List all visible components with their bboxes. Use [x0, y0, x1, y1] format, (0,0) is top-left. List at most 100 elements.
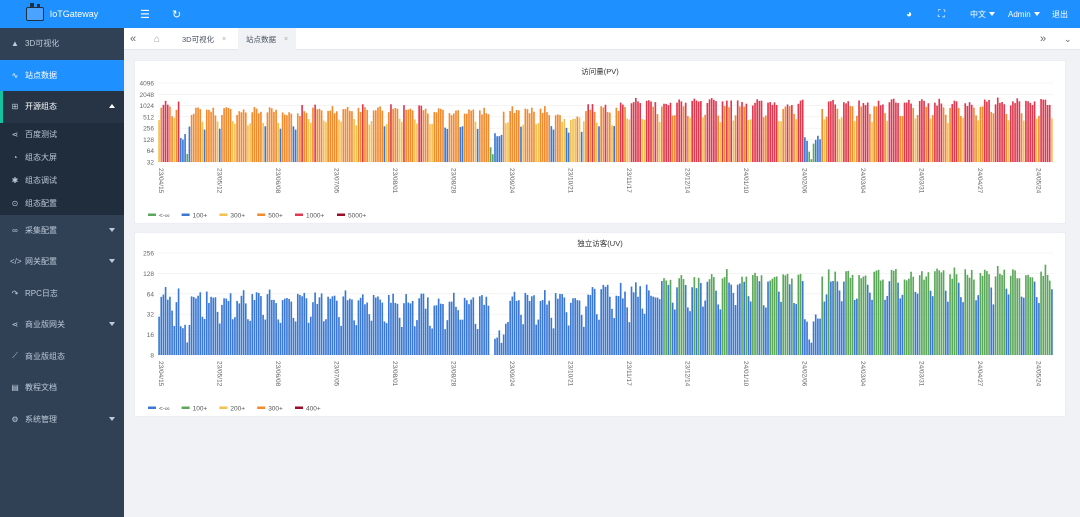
close-icon[interactable]: × [222, 35, 227, 43]
legend-label[interactable]: 5000+ [348, 213, 366, 220]
bar [851, 106, 854, 162]
legend-label[interactable]: 200+ [230, 406, 245, 413]
logout-button[interactable]: 退出 [1052, 0, 1068, 28]
bar [732, 292, 735, 355]
bar [552, 328, 555, 355]
uv-chart-card: 独立访客(UV) 8 16 32 64 128 256 23/04/15 23/05/12 23… [134, 232, 1066, 417]
scroll-left-icon[interactable]: « [130, 33, 137, 45]
bar [938, 98, 941, 162]
bar [793, 113, 795, 162]
sidebar-item-docs[interactable]: ▤ 教程文档 [0, 372, 124, 404]
bar [853, 299, 856, 355]
home-icon[interactable]: ⌂ [154, 33, 161, 45]
sidebar-item-3d[interactable]: ▲ 3D可视化 [0, 28, 124, 60]
bar [983, 269, 986, 355]
submenu-item-big-screen[interactable]: ◔ 组态大屏 [0, 146, 124, 169]
bar [236, 114, 238, 162]
tab-label: 3D可视化 [182, 34, 215, 44]
bar [331, 296, 334, 355]
x-tick-label: 23/12/14 [684, 168, 691, 194]
bar [431, 123, 433, 162]
bar [242, 290, 245, 355]
bar [968, 102, 971, 162]
bar [572, 298, 574, 355]
legend-label[interactable]: 1000+ [306, 213, 324, 220]
legend-label[interactable]: 300+ [230, 213, 245, 220]
tab-3d[interactable]: 3D可视化 × [174, 28, 234, 50]
bar [784, 106, 787, 162]
bar [687, 307, 689, 355]
legend-label[interactable]: 100+ [193, 406, 208, 413]
sidebar-item-commercial-gateway[interactable]: ⋖ 商业版网关 [0, 309, 124, 341]
legend-label[interactable]: <-∞ [159, 406, 170, 413]
bar [914, 118, 917, 162]
bar [474, 121, 477, 162]
bar [645, 100, 648, 162]
bar [970, 269, 973, 355]
bar [706, 281, 709, 355]
bar [721, 101, 724, 162]
bar [609, 296, 611, 355]
bar [1007, 120, 1010, 162]
bar [208, 302, 210, 355]
sidebar-item-site-data[interactable]: ∿ 站点数据 [0, 59, 124, 91]
bar [942, 270, 945, 355]
legend-label[interactable]: 400+ [306, 406, 321, 413]
bar [478, 296, 481, 355]
bar [749, 119, 752, 162]
legend-label[interactable]: <-∞ [159, 213, 170, 220]
legend-label[interactable]: 300+ [268, 406, 283, 413]
bar [775, 105, 778, 162]
bar [871, 299, 873, 355]
submenu-item-baidu-test[interactable]: ⋖ 百度测试 [0, 123, 124, 146]
legend-label[interactable]: 100+ [193, 213, 208, 220]
bar [439, 303, 442, 355]
close-icon[interactable]: × [284, 35, 289, 43]
bar [303, 111, 306, 162]
logo[interactable]: IoTGateway [0, 0, 124, 28]
legend-label[interactable]: 500+ [268, 213, 283, 220]
bar [773, 277, 776, 355]
sidebar-item-gateway-config[interactable]: </> 网关配置 [0, 246, 124, 278]
submenu-item-config[interactable]: ⊙ 组态配置 [0, 192, 124, 215]
bar [756, 276, 759, 355]
refresh-icon[interactable]: ↻ [172, 8, 182, 21]
bar [1018, 278, 1021, 355]
bar [537, 123, 540, 162]
bar [962, 302, 964, 355]
sidebar-item-rpc-log[interactable]: ↷ RPC日志 [0, 278, 124, 310]
bar [613, 318, 615, 355]
sidebar-item-commercial-config[interactable]: ⟋ 商业版组态 [0, 341, 124, 373]
bar [860, 106, 863, 162]
bar [726, 100, 728, 162]
y-tick-label: 128 [143, 137, 154, 144]
user-dropdown[interactable]: Admin [1008, 0, 1040, 28]
scroll-right-icon[interactable]: » [1040, 33, 1047, 45]
chevron-down-icon[interactable]: ⌄ [1064, 33, 1072, 44]
bar [702, 117, 704, 162]
bar [585, 111, 587, 162]
sidebar-item-open-config[interactable]: ⊞ 开源组态 [0, 91, 124, 123]
bar [268, 107, 271, 162]
bar [409, 303, 412, 355]
bar [593, 111, 596, 162]
bar [1031, 277, 1034, 355]
bar [212, 107, 215, 162]
bar [400, 121, 403, 162]
bar [366, 302, 368, 355]
submenu-item-debug[interactable]: ✱ 组态调试 [0, 169, 124, 192]
bar [457, 110, 459, 162]
tab-site-data[interactable]: 站点数据 × [238, 28, 297, 50]
palette-icon[interactable]: ◕ [906, 8, 913, 20]
bar [173, 117, 176, 162]
bar [992, 113, 995, 162]
hamburger-icon[interactable]: ☰ [140, 8, 150, 21]
language-dropdown[interactable]: 中文 [970, 0, 995, 28]
sidebar-item-collect-config[interactable]: ∞ 采集配置 [0, 215, 124, 247]
caret-down-icon [109, 259, 115, 263]
bar [801, 280, 804, 355]
sidebar-item-system[interactable]: ⚙ 系统管理 [0, 404, 124, 436]
caret-up-icon [109, 104, 115, 108]
fullscreen-icon[interactable]: ⛶ [938, 8, 945, 20]
bar [791, 104, 793, 162]
